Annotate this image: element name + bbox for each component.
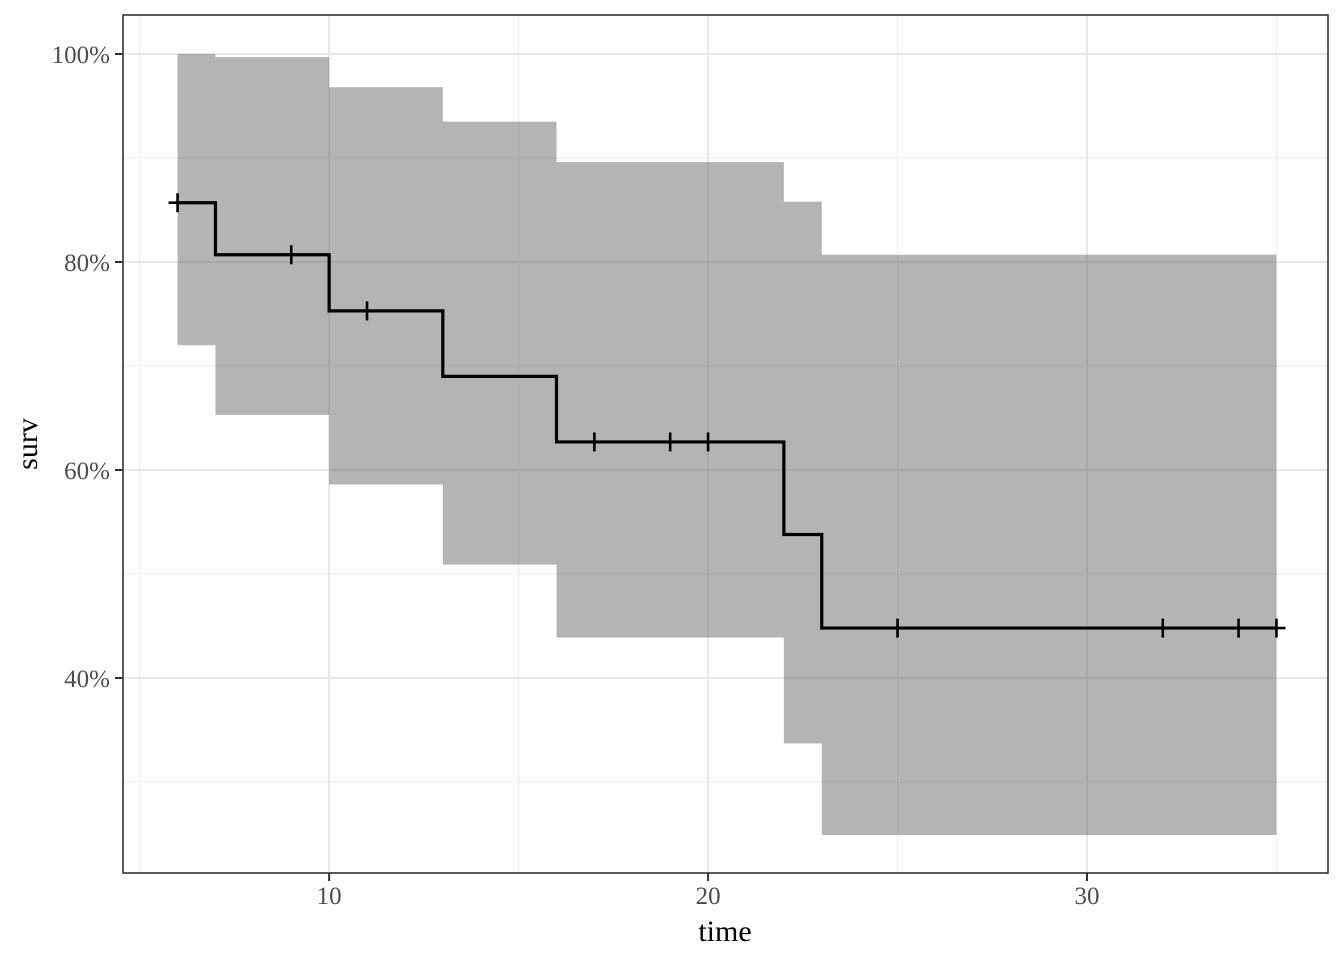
x-tick-label: 20 xyxy=(696,883,721,910)
y-tick-label: 100% xyxy=(52,42,110,69)
x-axis-title: time xyxy=(698,915,751,948)
ci-ribbon xyxy=(177,54,1277,836)
panel-border xyxy=(122,14,1329,874)
km-step-line-layer xyxy=(177,201,1277,630)
y-tick-label: 60% xyxy=(64,458,110,485)
axis-tick-label-layer: 10 20 30 100% 80% 60% 40% xyxy=(52,42,1100,910)
y-tick-label: 80% xyxy=(64,250,110,277)
km-step-line xyxy=(177,201,1277,630)
censor-marks-layer xyxy=(168,193,1286,638)
y-tick-label: 40% xyxy=(64,666,110,693)
x-tick-label: 30 xyxy=(1075,883,1100,910)
ci-ribbon-layer xyxy=(177,54,1277,836)
axis-tick-layer xyxy=(115,53,1088,881)
x-tick-label: 10 xyxy=(317,883,342,910)
panel-border-layer xyxy=(122,14,1329,874)
y-axis-title: surv xyxy=(11,418,44,470)
